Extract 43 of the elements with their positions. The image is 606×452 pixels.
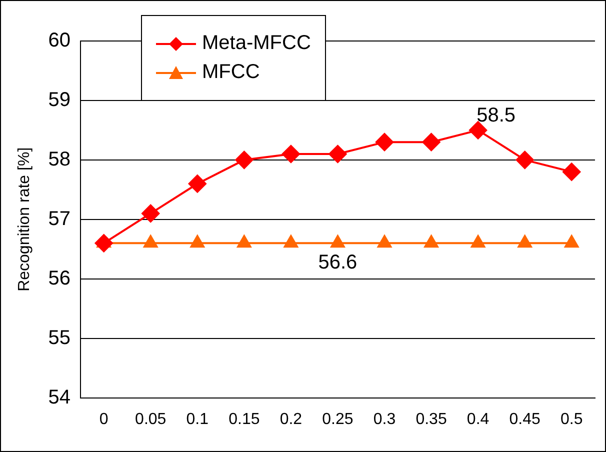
- x-tick-label: 0.15: [228, 410, 260, 428]
- point: [518, 235, 532, 248]
- point: [377, 235, 392, 248]
- y-tick-label: 57: [48, 208, 70, 230]
- y-tick-label: 59: [48, 88, 70, 111]
- x-tick-label: 0.1: [186, 410, 209, 428]
- y-tick-label: 58: [48, 148, 70, 170]
- x-tick-label: 0.3: [373, 410, 396, 428]
- x-tick-label: 0.5: [560, 410, 583, 428]
- point: [188, 174, 206, 193]
- y-tick-label: 54: [48, 386, 70, 408]
- point: [235, 150, 254, 169]
- x-tick-label: 0.4: [466, 410, 490, 428]
- point: [516, 150, 534, 169]
- point: [376, 133, 394, 152]
- point: [190, 235, 204, 248]
- point: [282, 144, 300, 163]
- x-tick-label: 0.2: [280, 410, 302, 428]
- legend-label: MFCC: [202, 61, 260, 84]
- point: [424, 235, 438, 248]
- point: [144, 235, 158, 248]
- x-tick-label: 0.45: [509, 410, 541, 428]
- annotation: 56.6: [318, 252, 358, 274]
- point: [142, 204, 160, 222]
- y-tick-label: 56: [48, 267, 70, 290]
- y-tick-label: 55: [48, 326, 70, 349]
- y-axis-title: Recognition rate [%]: [16, 147, 34, 292]
- point: [284, 235, 298, 248]
- annotation: 58.5: [476, 104, 516, 127]
- point: [328, 144, 347, 163]
- legend-label: Meta-MFCC: [202, 32, 311, 55]
- y-tick-label: 60: [48, 30, 70, 52]
- x-tick-label: 0: [99, 410, 108, 428]
- x-tick-label: 0.25: [322, 410, 354, 428]
- point: [469, 121, 488, 140]
- point: [422, 133, 440, 152]
- point: [564, 235, 579, 248]
- point: [470, 235, 486, 248]
- x-tick-label: 0.05: [135, 410, 166, 428]
- point: [562, 162, 581, 181]
- point: [237, 235, 252, 248]
- x-tick-label: 0.35: [416, 410, 447, 428]
- point: [330, 235, 345, 248]
